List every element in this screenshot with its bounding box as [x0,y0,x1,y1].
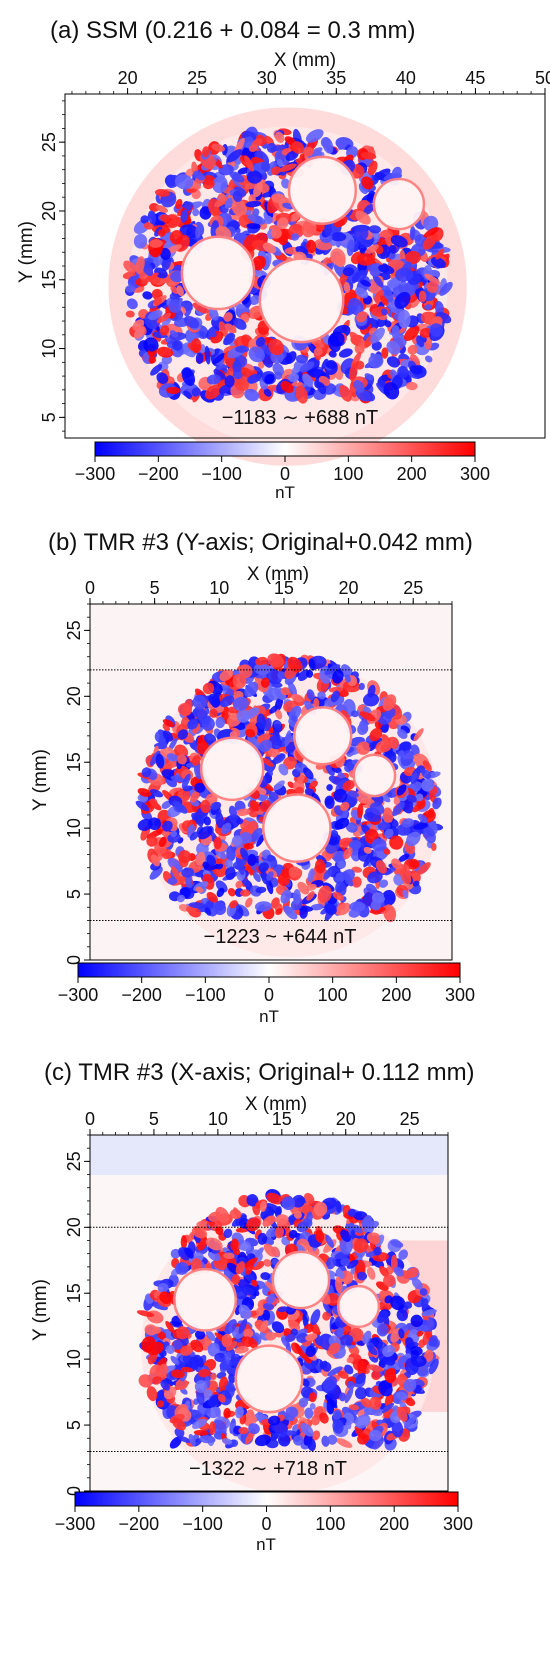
panel-b-xtick-label: 0 [85,578,95,598]
panel-c-xtick-label: 10 [208,1109,228,1129]
panel-c-range: −1322 ∼ +718 nT [189,1458,347,1480]
panel-a-colorbar-tick-label: −100 [201,464,242,484]
panel-a-xticks: 20 25 30 35 40 45 50 [71,68,550,94]
panel-b-xlabel: X (mm) [247,564,309,585]
panel-b-ytick-label: 20 [64,686,84,706]
panel-c-ytick-label: 15 [64,1283,84,1303]
panel-b-title: (b) TMR #3 (Y-axis; Original+0.042 mm) [48,529,473,556]
panel-b-colorbar-tick-label: −100 [185,985,226,1005]
panel-c-ytick-label: 0 [64,1486,84,1496]
panel-c-title: (c) TMR #3 (X-axis; Original+ 0.112 mm) [44,1059,475,1086]
panel-b-xtick-label: 10 [209,578,229,598]
panel-c: (c) TMR #3 (X-axis; Original+ 0.112 mm) … [30,1059,475,1554]
panel-a-colorbar-tick-label: −300 [75,464,116,484]
panel-a-xlabel: X (mm) [274,50,336,71]
panel-a-ytick-label: 15 [39,270,59,290]
panel-b-ytick-label: 0 [64,955,84,965]
panel-c-xtick-label: 0 [85,1109,95,1129]
panel-a-xtick-label: 40 [396,68,416,88]
panel-b-xtick-label: 15 [274,578,294,598]
panel-a-ytick-label: 20 [39,201,59,221]
panel-a-xtick-label: 45 [465,68,485,88]
panel-c-ytick-label: 10 [64,1349,84,1369]
panel-c-colorbar-tick-label: 100 [315,1514,345,1534]
panel-b-xticks: 0 5 10 15 20 25 [85,578,453,604]
panel-b-yticks: 0 5 10 15 20 25 [64,603,90,965]
panel-b-colorbar-tick-label: −300 [58,985,99,1005]
panel-c-xtick-label: 25 [400,1109,420,1129]
panel-b-heatmap [90,604,452,960]
panel-b-ytick-label: 25 [64,620,84,640]
panel-a-colorbar-tick-label: 300 [460,464,490,484]
panel-b-colorbar-label: nT [259,1007,279,1026]
panel-c-yticks: 0 5 10 15 20 25 [64,1134,90,1496]
panel-c-heatmap [90,1135,448,1493]
panel-b-ytick-label: 5 [64,889,84,899]
panel-c-xlabel: X (mm) [245,1094,307,1115]
panel-a-colorbar-tick-label: 100 [333,464,363,484]
panel-c-colorbar: −300 −200 −100 0 100 200 300 nT [55,1491,473,1554]
panel-b-ylabel: Y (mm) [30,749,51,811]
panel-a-ytick-label: 5 [39,412,59,422]
panel-a-colorbar-tick-label: 0 [280,464,290,484]
panel-a-ytick-label: 25 [39,132,59,152]
panel-a-xtick-label: 30 [257,68,277,88]
panel-b-colorbar-tick-label: 300 [445,985,475,1005]
panel-a-colorbar-tick-label: −200 [138,464,179,484]
panel-b-xtick-label: 20 [339,578,359,598]
panel-a: (a) SSM (0.216 + 0.084 = 0.3 mm) X (mm) … [16,17,550,502]
panel-b-ytick-label: 15 [64,752,84,772]
panel-c-xtick-label: 5 [149,1109,159,1129]
panel-c-colorbar-tick-label: −300 [55,1514,96,1534]
panel-c-colorbar-tick-label: −200 [119,1514,160,1534]
panel-c-xtick-label: 20 [336,1109,356,1129]
panel-b-colorbar: −300 −200 −100 0 100 200 300 nT [58,962,475,1026]
panel-c-colorbar-bar [74,1491,459,1507]
panel-a-xtick-label: 20 [118,68,138,88]
panel-a-colorbar-bar [94,441,476,457]
panel-b-colorbar-tick-label: 100 [318,985,348,1005]
panel-b-colorbar-tick-label: 200 [381,985,411,1005]
panel-a-range: −1183 ∼ +688 nT [222,407,379,429]
panel-a-xtick-label: 50 [535,68,550,88]
panel-c-colorbar-label: nT [256,1535,276,1554]
panel-b: (b) TMR #3 (Y-axis; Original+0.042 mm) X… [30,529,475,1026]
panel-c-colorbar-tick-label: 300 [443,1514,473,1534]
panel-c-xticks: 0 5 10 15 20 25 [85,1109,449,1135]
panel-b-colorbar-bar [77,962,461,978]
panel-c-ylabel: Y (mm) [30,1279,51,1341]
panel-a-xtick-label: 25 [187,68,207,88]
panel-a-colorbar: −300 −200 −100 0 100 200 300 nT [75,441,490,502]
panel-a-yticks: 5 10 15 20 25 [39,100,65,432]
panel-a-ytick-label: 10 [39,339,59,359]
panel-b-colorbar-tick-label: −200 [121,985,162,1005]
panel-b-xtick-label: 5 [150,578,160,598]
panel-b-colorbar-tick-label: 0 [264,985,274,1005]
panel-c-colorbar-tick-label: 0 [261,1514,271,1534]
panel-c-ytick-label: 5 [64,1420,84,1430]
panel-c-colorbar-tick-label: 200 [379,1514,409,1534]
panel-c-ytick-label: 25 [64,1151,84,1171]
panel-a-ylabel: Y (mm) [16,221,37,283]
panel-a-title: (a) SSM (0.216 + 0.084 = 0.3 mm) [50,17,416,44]
panel-a-xtick-label: 35 [326,68,346,88]
panel-a-heatmap [108,107,467,466]
panel-b-range: −1223 ~ +644 nT [204,926,357,948]
panel-a-colorbar-label: nT [275,483,295,502]
panel-c-colorbar-tick-label: −100 [182,1514,223,1534]
panel-b-ytick-label: 10 [64,818,84,838]
panel-c-xtick-label: 15 [272,1109,292,1129]
panel-c-ytick-label: 20 [64,1217,84,1237]
panel-b-xtick-label: 25 [403,578,423,598]
panel-a-colorbar-tick-label: 200 [397,464,427,484]
